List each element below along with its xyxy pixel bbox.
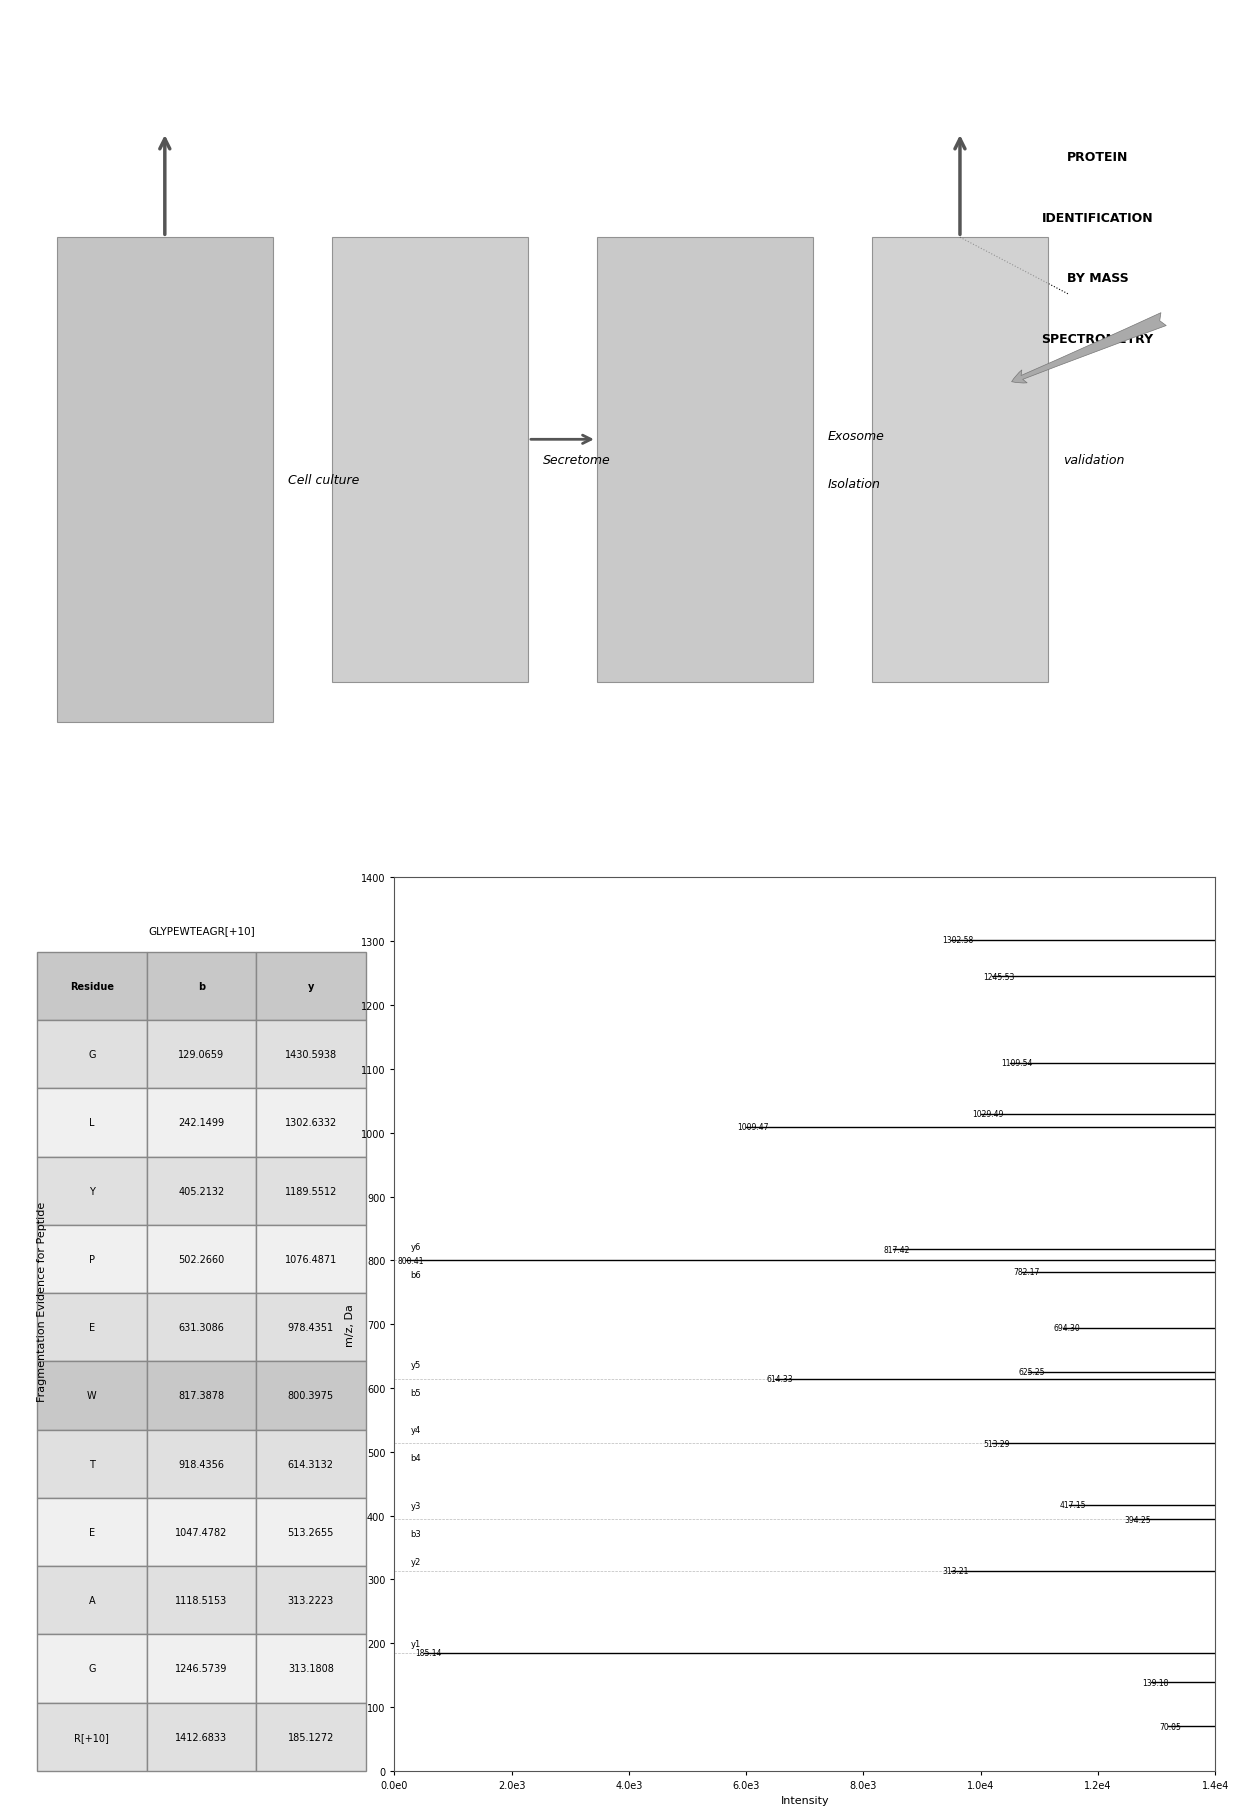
Text: y1: y1 [410,1639,420,1648]
Text: BY MASS: BY MASS [1066,273,1128,286]
Text: y2: y2 [410,1558,420,1567]
Text: Fragmentation Evidence for Peptide: Fragmentation Evidence for Peptide [37,1202,47,1400]
Text: 817.42: 817.42 [884,1245,910,1254]
Text: PROTEIN: PROTEIN [1066,150,1128,164]
Text: y4: y4 [410,1426,420,1435]
Text: Exosome: Exosome [827,430,884,443]
Bar [596,239,812,683]
Text: IDENTIFICATION: IDENTIFICATION [1042,211,1153,224]
Text: SPECTROMETRY: SPECTROMETRY [1042,332,1153,345]
Text: 185.14: 185.14 [415,1648,441,1657]
Text: 1029.49: 1029.49 [972,1109,1003,1119]
Text: 782.17: 782.17 [1013,1267,1039,1276]
Text: b6: b6 [410,1270,422,1279]
Text: 394.25: 394.25 [1125,1514,1151,1523]
Text: Cell culture: Cell culture [288,473,358,486]
Text: 1109.54: 1109.54 [1001,1059,1033,1068]
Y-axis label: m/z, Da: m/z, Da [345,1303,355,1346]
Text: 70.05: 70.05 [1159,1722,1182,1731]
Text: 800.41: 800.41 [397,1256,424,1265]
Bar [57,239,273,723]
Text: GLYPEWTEAGR[+10]: GLYPEWTEAGR[+10] [148,925,254,936]
Text: b5: b5 [410,1388,422,1397]
X-axis label: Intensity: Intensity [780,1796,830,1805]
Text: y6: y6 [410,1241,422,1250]
Text: validation: validation [1063,454,1125,466]
Text: 417.15: 417.15 [1060,1500,1086,1509]
Bar [332,239,528,683]
Text: y3: y3 [410,1502,422,1511]
Bar [872,239,1048,683]
Text: 313.21: 313.21 [942,1567,968,1576]
Text: 1009.47: 1009.47 [738,1122,769,1131]
Text: 614.33: 614.33 [766,1375,794,1384]
Text: Isolation: Isolation [827,479,880,492]
Text: 1245.53: 1245.53 [983,972,1016,981]
Text: y5: y5 [410,1361,420,1370]
Text: 513.29: 513.29 [983,1438,1011,1447]
Text: 625.25: 625.25 [1019,1368,1045,1377]
Text: b4: b4 [410,1453,422,1462]
Text: 694.30: 694.30 [1054,1323,1081,1332]
Text: 1302.58: 1302.58 [942,936,973,945]
Text: Secretome: Secretome [543,454,610,466]
Text: 139.18: 139.18 [1142,1677,1168,1686]
Text: b3: b3 [410,1529,422,1538]
